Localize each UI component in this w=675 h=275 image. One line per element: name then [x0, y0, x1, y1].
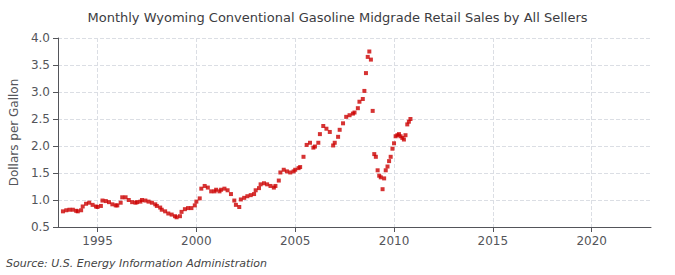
svg-text:2020: 2020: [576, 234, 607, 248]
svg-text:1.5: 1.5: [31, 166, 50, 180]
svg-text:2.5: 2.5: [31, 112, 50, 126]
svg-text:4.0: 4.0: [31, 31, 50, 45]
svg-text:Dollars per Gallon: Dollars per Gallon: [7, 79, 21, 187]
svg-text:Monthly Wyoming Conventional G: Monthly Wyoming Conventional Gasoline Mi…: [87, 10, 587, 25]
svg-text:1995: 1995: [82, 234, 113, 248]
svg-text:0.5: 0.5: [31, 220, 50, 234]
svg-text:2000: 2000: [181, 234, 212, 248]
svg-text:2.0: 2.0: [31, 139, 50, 153]
svg-text:Source: U.S. Energy Informatio: Source: U.S. Energy Information Administ…: [6, 257, 267, 270]
svg-text:3.0: 3.0: [31, 85, 50, 99]
svg-text:2015: 2015: [478, 234, 509, 248]
svg-text:2010: 2010: [379, 234, 410, 248]
svg-text:2005: 2005: [280, 234, 311, 248]
svg-text:3.5: 3.5: [31, 58, 50, 72]
svg-text:1.0: 1.0: [31, 193, 50, 207]
